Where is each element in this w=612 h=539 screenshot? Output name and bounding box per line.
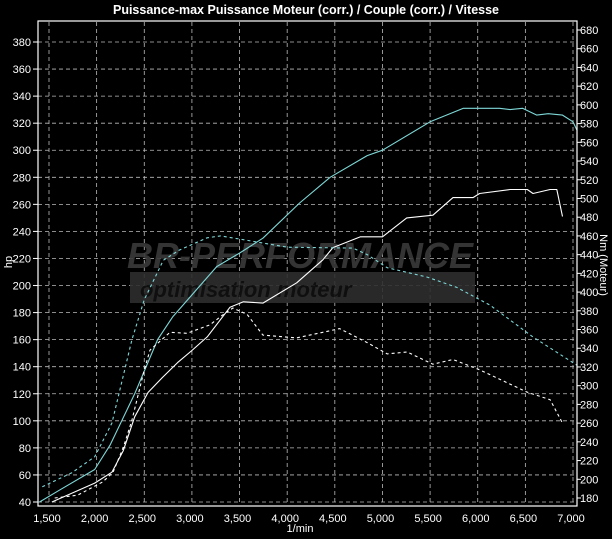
y2-tick-label: 320: [580, 362, 598, 374]
y-tick-label: 380: [13, 37, 31, 49]
y-tick-label: 260: [13, 199, 31, 211]
x-tick-label: 4,500: [319, 513, 347, 525]
y-tick-label: 180: [13, 308, 31, 320]
y2-tick-label: 680: [580, 25, 598, 37]
x-tick-label: 6,500: [510, 513, 538, 525]
y2-tick-label: 360: [580, 325, 598, 337]
series-line-cyan-power: [39, 107, 578, 503]
x-tick-label: 7,000: [557, 513, 585, 525]
y2-tick-label: 440: [580, 250, 598, 262]
chart-title: Puissance-max Puissance Moteur (corr.) /…: [113, 3, 499, 17]
x-axis-label: 1/min: [287, 523, 314, 535]
x-tick-label: 3,000: [176, 513, 204, 525]
y-tick-label: 320: [13, 118, 31, 130]
y2-tick-label: 300: [580, 381, 598, 393]
x-tick-label: 5,000: [367, 513, 395, 525]
y2-tick-label: 460: [580, 231, 598, 243]
y-tick-label: 40: [19, 497, 31, 509]
y-tick-label: 280: [13, 172, 31, 184]
y2-tick-label: 420: [580, 268, 598, 280]
y-tick-label: 100: [13, 416, 31, 428]
y-tick-label: 300: [13, 145, 31, 157]
y2-tick-label: 260: [580, 418, 598, 430]
y2-tick-label: 240: [580, 437, 598, 449]
y-tick-label: 60: [19, 470, 31, 482]
y2-tick-label: 480: [580, 212, 598, 224]
series-line-white-power: [51, 188, 564, 503]
y2-tick-label: 620: [580, 81, 598, 93]
y2-tick-label: 180: [580, 493, 598, 505]
x-tick-label: 4,000: [271, 513, 299, 525]
y-tick-label: 200: [13, 281, 31, 293]
y2-tick-label: 500: [580, 193, 598, 205]
y2-tick-label: 600: [580, 100, 598, 112]
y2-tick-label: 580: [580, 119, 598, 131]
x-tick-label: 3,500: [224, 513, 252, 525]
y-tick-label: 80: [19, 443, 31, 455]
y2-tick-label: 540: [580, 156, 598, 168]
series-group: [39, 107, 578, 503]
y-tick-label: 220: [13, 253, 31, 265]
y-tick-label: 340: [13, 91, 31, 103]
x-tick-label: 1,500: [33, 513, 61, 525]
y2-tick-label: 640: [580, 62, 598, 74]
y-tick-label: 120: [13, 389, 31, 401]
y2-tick-label: 200: [580, 474, 598, 486]
y2-tick-label: 400: [580, 287, 598, 299]
y2-tick-label: 220: [580, 456, 598, 468]
y-tick-label: 140: [13, 362, 31, 374]
y-axis-label: hp: [3, 256, 15, 268]
x-tick-label: 2,500: [129, 513, 157, 525]
y-tick-label: 240: [13, 226, 31, 238]
x-tick-label: 2,000: [81, 513, 109, 525]
tick-labels: 1,500 2,000 2,500 3,000 3,500 4,000 4,500 5,000…: [13, 25, 599, 525]
y-tick-label: 160: [13, 335, 31, 347]
y2-tick-label: 560: [580, 137, 598, 149]
y2-tick-label: 520: [580, 175, 598, 187]
plot-frame: [37, 20, 578, 507]
y2-tick-label: 660: [580, 44, 598, 56]
watermark-tagline: optimisation moteur: [140, 277, 353, 302]
x-tick-label: 6,000: [462, 513, 490, 525]
watermark-brand: BR-PERFORMANCE: [127, 235, 474, 276]
y-tick-label: 360: [13, 64, 31, 76]
x-tick-label: 5,500: [414, 513, 442, 525]
series-line-cyan-torque: [42, 235, 578, 488]
watermark-logo: BR-PERFORMANCE optimisation moteur: [127, 235, 475, 303]
y2-tick-label: 380: [580, 306, 598, 318]
y2-tick-label: 280: [580, 399, 598, 411]
y2-tick-label: 340: [580, 343, 598, 355]
y2-axis-label: Nm (Moteur): [597, 234, 609, 296]
